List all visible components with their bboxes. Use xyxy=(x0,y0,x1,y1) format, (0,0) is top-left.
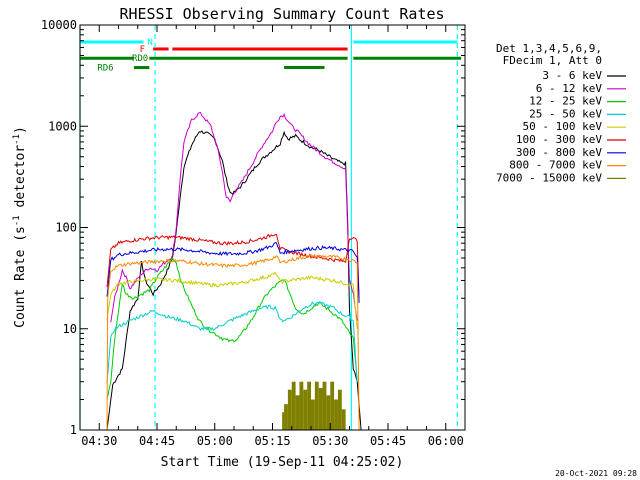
legend-label: 100 - 300 keV xyxy=(516,133,602,146)
series-burst xyxy=(341,409,346,430)
legend-label: 6 - 12 keV xyxy=(536,82,603,95)
series-line xyxy=(106,271,358,329)
y-tick-label: 100 xyxy=(55,221,77,235)
state-bar-label: RD6 xyxy=(97,64,113,74)
series-line xyxy=(80,130,369,431)
legend-label: 800 - 7000 keV xyxy=(509,159,602,172)
series-burst xyxy=(326,395,331,430)
y-axis-label: Count Rate (s-1 detector-1) xyxy=(12,126,28,328)
x-tick-label: 05:30 xyxy=(312,434,348,448)
series-burst xyxy=(287,389,292,430)
legend-label: 12 - 25 keV xyxy=(529,95,602,108)
series-line xyxy=(106,300,358,384)
legend-label: 7000 - 15000 keV xyxy=(496,171,602,184)
series-burst xyxy=(311,399,315,430)
plot-axes xyxy=(79,24,466,431)
legend-label: 50 - 100 keV xyxy=(523,120,603,133)
legend-label: 300 - 800 keV xyxy=(516,146,602,159)
series-line xyxy=(106,256,358,399)
state-bar-label: N xyxy=(147,38,152,48)
legend: Det 1,3,4,5,6,9,FDecim 1, Att 0 3 - 6 keV… xyxy=(496,42,626,184)
series-burst xyxy=(334,399,338,430)
y-tick-label: 1000 xyxy=(48,119,77,133)
y-axis-label-superscript: -1 xyxy=(12,134,22,145)
y-tick-label: 10 xyxy=(63,322,77,336)
y-axis-label-part: detector xyxy=(13,145,28,216)
y-axis-ticks: 1 10 100 1000 10000 xyxy=(41,18,465,437)
series-burst xyxy=(303,389,308,430)
x-tick-label: 05:45 xyxy=(370,434,406,448)
attenuator-lines xyxy=(79,25,458,430)
series-burst xyxy=(318,387,323,430)
series-lines xyxy=(80,111,369,431)
x-axis-label: Start Time (19-Sep-11 04:25:02) xyxy=(161,455,404,470)
series-burst xyxy=(284,404,288,430)
legend-label: 3 - 6 keV xyxy=(542,69,602,82)
series-line xyxy=(106,242,360,303)
series-burst xyxy=(291,381,296,430)
plot-frame xyxy=(79,24,466,431)
legend-label: 25 - 50 keV xyxy=(529,107,602,120)
series-line xyxy=(110,111,358,323)
state-bar-label: RD0 xyxy=(132,54,148,64)
x-axis-ticks: 04:30 04:45 05:00 05:15 05:30 05:45 06:00 xyxy=(79,25,466,448)
x-tick-label: 05:00 xyxy=(197,434,233,448)
series-burst xyxy=(337,389,342,430)
y-axis-label-part: ) xyxy=(13,126,28,134)
y-tick-label: 1 xyxy=(70,423,77,437)
legend-header: FDecim 1, Att 0 xyxy=(503,54,602,67)
series-burst xyxy=(299,381,304,430)
series-line xyxy=(106,233,360,299)
series-burst xyxy=(282,412,285,430)
timestamp: 20-Oct-2021 09:28 xyxy=(555,469,637,478)
y-axis-label-part: Count Rate (s xyxy=(13,226,28,328)
x-tick-label: 04:45 xyxy=(139,434,175,448)
chart-title: RHESSI Observing Summary Count Rates xyxy=(119,5,444,23)
series-burst xyxy=(330,381,335,430)
series-burst xyxy=(322,381,327,430)
series-burst xyxy=(314,381,319,430)
state-bar-label: F xyxy=(140,45,145,55)
x-tick-label: 06:00 xyxy=(428,434,464,448)
x-tick-label: 05:15 xyxy=(254,434,290,448)
y-axis-label-superscript: -1 xyxy=(12,215,22,226)
y-tick-label: 10000 xyxy=(41,18,77,32)
x-tick-label: 04:30 xyxy=(81,434,117,448)
legend-header: Det 1,3,4,5,6,9, xyxy=(496,42,602,55)
series-burst xyxy=(307,381,311,430)
series-line xyxy=(106,253,360,431)
series-burst xyxy=(295,395,300,430)
